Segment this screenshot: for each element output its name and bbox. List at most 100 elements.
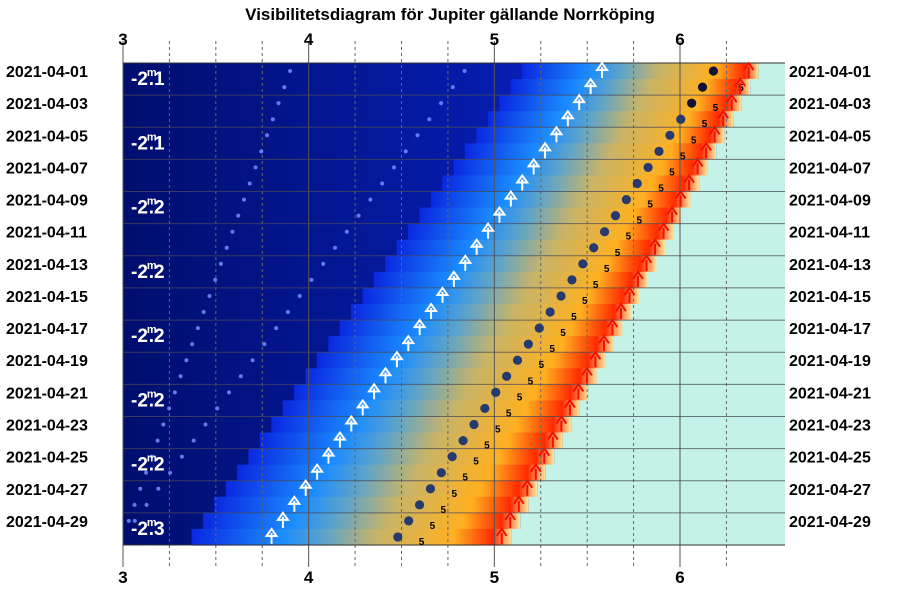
sunrise-arrow — [700, 141, 712, 159]
sunrise-arrow — [708, 125, 721, 143]
rise-arrow — [344, 414, 359, 432]
daylight-band — [690, 191, 785, 209]
planet-dot — [654, 146, 664, 156]
sky-band — [362, 287, 640, 305]
sunrise-arrow — [512, 495, 525, 512]
date-label-right: 2021-04-23 — [789, 418, 871, 435]
daylight-band — [750, 79, 785, 96]
step-label: 5 — [506, 408, 512, 419]
trail-dot — [203, 422, 208, 427]
daylight-band — [656, 255, 785, 273]
step-label: 5 — [582, 296, 588, 307]
date-label-right: 2021-04-15 — [789, 289, 871, 306]
trail-dot — [427, 117, 432, 122]
step-label: 5 — [430, 521, 436, 532]
daylight-band — [511, 528, 785, 546]
sunrise-arrow — [538, 446, 551, 464]
step-label: 5 — [593, 280, 599, 291]
sunrise-arrow — [615, 302, 627, 320]
sky-band — [316, 352, 606, 369]
sky-band — [385, 255, 657, 273]
step-label: 5 — [658, 184, 664, 195]
sunrise-arrow — [606, 318, 619, 336]
trail-dot — [227, 390, 232, 395]
planet-dot — [599, 227, 610, 237]
magnitude-label: -2m.2 — [131, 388, 165, 411]
x-tick-label-bottom: 3 — [118, 568, 127, 587]
step-label: 5 — [517, 392, 523, 403]
x-tick-label-top: 3 — [118, 30, 127, 49]
date-label-right: 2021-04-01 — [789, 64, 871, 81]
rise-arrow — [503, 189, 518, 207]
planet-dot — [534, 323, 544, 333]
trail-dot — [178, 374, 183, 379]
daylight-band — [554, 448, 785, 466]
planet-dot — [632, 178, 642, 189]
rise-arrow — [389, 350, 404, 368]
step-label: 5 — [451, 489, 457, 500]
planet-dot — [404, 516, 414, 526]
trail-dot — [262, 342, 267, 347]
trail-dot — [321, 261, 326, 266]
step-label: 5 — [647, 200, 653, 211]
trail-dot — [285, 310, 290, 315]
daylight-band — [571, 416, 785, 434]
rise-arrow — [526, 157, 541, 175]
sunrise-arrow — [734, 77, 746, 95]
daylight-band — [545, 464, 785, 482]
x-tick-label-bottom: 4 — [304, 568, 314, 587]
trail-dot — [236, 213, 241, 218]
date-label-left: 2021-04-05 — [6, 128, 88, 145]
x-tick-label-top: 6 — [675, 30, 684, 49]
sunrise-arrow — [530, 462, 542, 480]
daylight-band — [613, 336, 785, 353]
planet-dot — [708, 66, 719, 76]
sky-band — [419, 207, 683, 225]
daylight-band — [724, 127, 785, 144]
date-label-left: 2021-04-01 — [6, 64, 88, 81]
sunrise-arrow — [666, 205, 678, 223]
sky-band — [465, 143, 717, 160]
rise-arrow — [538, 141, 552, 159]
trail-dot — [253, 165, 258, 170]
trail-dot — [403, 149, 408, 154]
step-label: 5 — [495, 425, 501, 436]
step-label: 5 — [571, 312, 577, 323]
planet-dot — [447, 452, 457, 462]
step-label: 5 — [462, 473, 468, 484]
date-label-right: 2021-04-27 — [789, 482, 871, 499]
sky-band — [408, 223, 674, 241]
planet-dot — [480, 403, 490, 414]
sky-band — [282, 400, 580, 418]
planet-dot — [676, 114, 686, 124]
rise-arrow — [481, 221, 496, 239]
sunrise-arrow — [581, 366, 593, 384]
daylight-band — [639, 287, 785, 305]
planet-dot — [436, 468, 446, 478]
trail-dot — [149, 454, 154, 459]
sunrise-arrow — [623, 286, 636, 303]
daylight-band — [665, 239, 785, 257]
x-tick-label-bottom: 5 — [490, 568, 499, 587]
date-label-left: 2021-04-07 — [6, 160, 88, 177]
step-label: 5 — [713, 103, 719, 114]
date-label-left: 2021-04-09 — [6, 193, 88, 210]
planet-dot — [469, 419, 479, 430]
sky-band — [271, 416, 572, 434]
sunrise-arrow — [691, 157, 704, 175]
trail-dot — [288, 69, 293, 74]
rise-arrow — [515, 173, 530, 191]
date-label-left: 2021-04-17 — [6, 321, 88, 338]
planet-dot — [589, 243, 599, 253]
sky-band — [339, 320, 623, 337]
date-label-right: 2021-04-21 — [789, 385, 871, 402]
trail-dot — [270, 117, 275, 122]
step-label: 5 — [560, 328, 566, 339]
trail-dot — [276, 101, 281, 106]
trail-dot — [344, 229, 349, 234]
sky-band — [499, 95, 742, 112]
date-label-left: 2021-04-21 — [6, 385, 88, 402]
planet-dot — [567, 275, 577, 285]
daylight-band — [716, 143, 785, 160]
planet-dot — [556, 291, 566, 301]
